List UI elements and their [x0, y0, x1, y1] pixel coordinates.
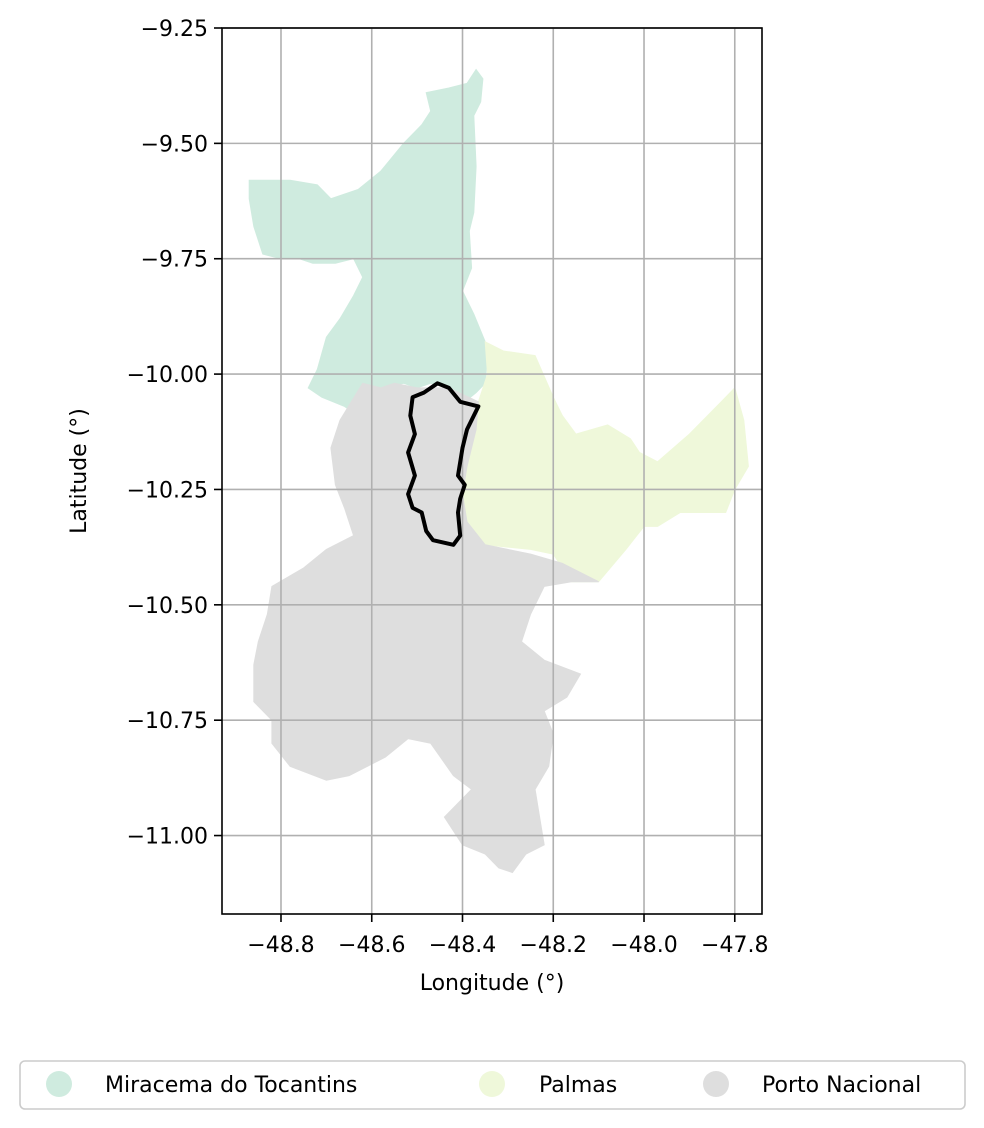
y-tick-label: −11.00: [127, 825, 208, 850]
ticks-layer: −48.8 −48.6 −48.4 −48.2 −48.0 −47.8 −9.25 −9.50…: [127, 17, 769, 958]
legend-marker-miracema: [46, 1071, 72, 1097]
region-porto-nacional: [253, 382, 599, 874]
grid-layer: [222, 27, 762, 914]
legend-label-palmas: Palmas: [539, 1073, 617, 1098]
plot-frame: [221, 27, 763, 915]
legend: Miracema do Tocantins Palmas Porto Nacio…: [19, 1060, 966, 1110]
y-axis-label: Latitude (°): [67, 408, 92, 534]
y-tick-label: −10.00: [127, 363, 208, 388]
legend-marker-palmas: [479, 1071, 505, 1097]
x-tick-label: −48.4: [429, 933, 496, 958]
legend-label-miracema: Miracema do Tocantins: [105, 1073, 357, 1098]
y-tick-label: −9.50: [141, 132, 208, 157]
region-palmas: [461, 340, 749, 583]
x-axis-label: Longitude (°): [420, 971, 565, 996]
y-tick-label: −9.25: [141, 17, 208, 42]
legend-marker-porto-nacional: [703, 1071, 729, 1097]
x-tick-label: −48.8: [247, 933, 314, 958]
highlight-outline: [406, 381, 481, 547]
x-tick-label: −48.2: [520, 933, 587, 958]
region-miracema-do-tocantins: [248, 68, 489, 417]
legend-label-porto-nacional: Porto Nacional: [762, 1073, 921, 1098]
regions-layer: [248, 68, 749, 874]
y-tick-label: −10.75: [127, 709, 208, 734]
outline-layer: [406, 381, 481, 547]
x-tick-label: −48.6: [338, 933, 405, 958]
x-tick-label: −48.0: [610, 933, 677, 958]
y-tick-label: −10.50: [127, 594, 208, 619]
y-tick-label: −9.75: [141, 248, 208, 273]
y-tick-label: −10.25: [127, 478, 208, 503]
x-tick-label: −47.8: [701, 933, 768, 958]
